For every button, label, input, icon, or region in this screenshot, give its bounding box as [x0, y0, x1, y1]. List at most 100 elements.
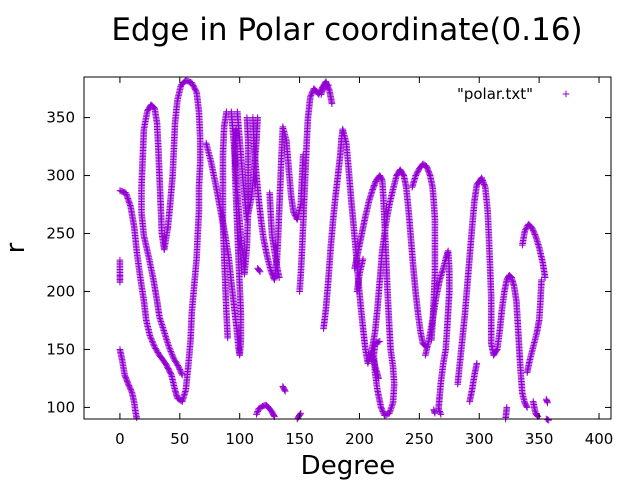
data-point — [521, 227, 529, 235]
x-tick-label: 0 — [115, 430, 125, 448]
data-point — [388, 402, 396, 410]
data-point — [149, 339, 157, 347]
data-point — [152, 345, 159, 352]
data-point — [541, 274, 549, 281]
data-point — [503, 404, 511, 411]
y-tick-label: 350 — [46, 109, 75, 127]
data-point — [426, 170, 433, 178]
data-layer — [116, 77, 553, 424]
data-point — [387, 406, 394, 414]
data-point — [389, 399, 397, 407]
data-point — [522, 225, 530, 232]
data-point — [436, 408, 444, 415]
y-tick-label: 150 — [46, 340, 75, 358]
edge-curve — [454, 174, 531, 411]
data-point — [172, 358, 179, 365]
data-point — [116, 278, 124, 286]
plot-frame — [83, 76, 612, 420]
edge-curve — [116, 346, 140, 422]
data-point — [325, 81, 332, 89]
data-point — [254, 408, 261, 415]
data-point — [531, 231, 539, 238]
data-point — [473, 360, 481, 367]
edge-curve — [368, 348, 382, 382]
data-point — [169, 352, 176, 360]
data-point — [281, 387, 289, 395]
data-point — [523, 404, 531, 411]
data-point — [146, 332, 154, 339]
data-point — [253, 409, 261, 417]
data-point — [177, 368, 185, 376]
x-tick-label: 50 — [170, 430, 189, 448]
data-point — [165, 343, 173, 351]
legend-marker — [562, 90, 570, 98]
edge-curve — [116, 256, 124, 286]
data-point — [437, 411, 445, 418]
data-point — [323, 82, 331, 89]
data-point — [380, 409, 387, 417]
legend: "polar.txt" — [457, 85, 570, 103]
data-point — [144, 106, 152, 113]
data-point — [166, 345, 173, 352]
data-point — [167, 370, 175, 377]
data-point — [378, 405, 385, 413]
edge-curve — [253, 401, 278, 420]
data-point — [378, 175, 385, 183]
y-tick-label: 100 — [46, 398, 75, 416]
data-point — [544, 416, 551, 423]
edge-curve — [466, 360, 481, 405]
x-tick-label: 250 — [405, 430, 434, 448]
data-point — [150, 340, 157, 348]
y-axis-title: r — [1, 242, 31, 253]
data-point — [307, 92, 315, 99]
data-point — [256, 268, 264, 276]
y-tick-label: 200 — [46, 282, 75, 300]
y-axis-ticks: 100 150 200 250 300 350 — [46, 109, 611, 416]
data-point — [359, 255, 367, 263]
data-point — [168, 349, 175, 357]
data-point — [148, 338, 156, 345]
data-point — [412, 172, 420, 179]
x-tick-label: 150 — [285, 430, 314, 448]
edge-curve — [317, 81, 332, 98]
data-point — [243, 114, 251, 121]
data-point — [148, 336, 155, 344]
x-tick-label: 200 — [345, 430, 374, 448]
data-point — [376, 338, 384, 345]
edge-curve — [353, 255, 367, 295]
data-point — [154, 349, 162, 356]
data-point — [133, 414, 140, 422]
data-point — [151, 343, 158, 351]
edge-curve — [266, 189, 283, 281]
x-tick-label: 350 — [525, 430, 554, 448]
data-point — [435, 405, 442, 412]
x-tick-label: 100 — [225, 430, 254, 448]
edge-curve — [138, 101, 186, 379]
data-point — [307, 93, 314, 101]
data-point — [528, 224, 536, 232]
edge-curve — [422, 247, 453, 418]
data-point — [169, 353, 177, 361]
x-tick-label: 400 — [585, 430, 614, 448]
edge-curve — [430, 406, 439, 417]
data-point — [255, 267, 263, 274]
edge-curve — [219, 108, 232, 342]
edge-curve — [523, 276, 545, 376]
edge-curve — [234, 108, 261, 223]
data-point — [175, 363, 182, 371]
chart-title: Edge in Polar coordinate(0.16) — [111, 12, 582, 48]
data-point — [544, 399, 551, 407]
edge-curve — [254, 264, 264, 276]
data-point — [387, 405, 395, 413]
data-point — [275, 274, 283, 281]
data-point — [281, 386, 288, 394]
data-point — [375, 338, 382, 346]
data-point — [481, 182, 489, 190]
data-point — [413, 170, 420, 178]
data-point — [328, 100, 336, 107]
data-point — [431, 409, 439, 417]
data-point — [150, 342, 158, 349]
data-point — [127, 386, 135, 393]
data-point — [290, 209, 297, 216]
